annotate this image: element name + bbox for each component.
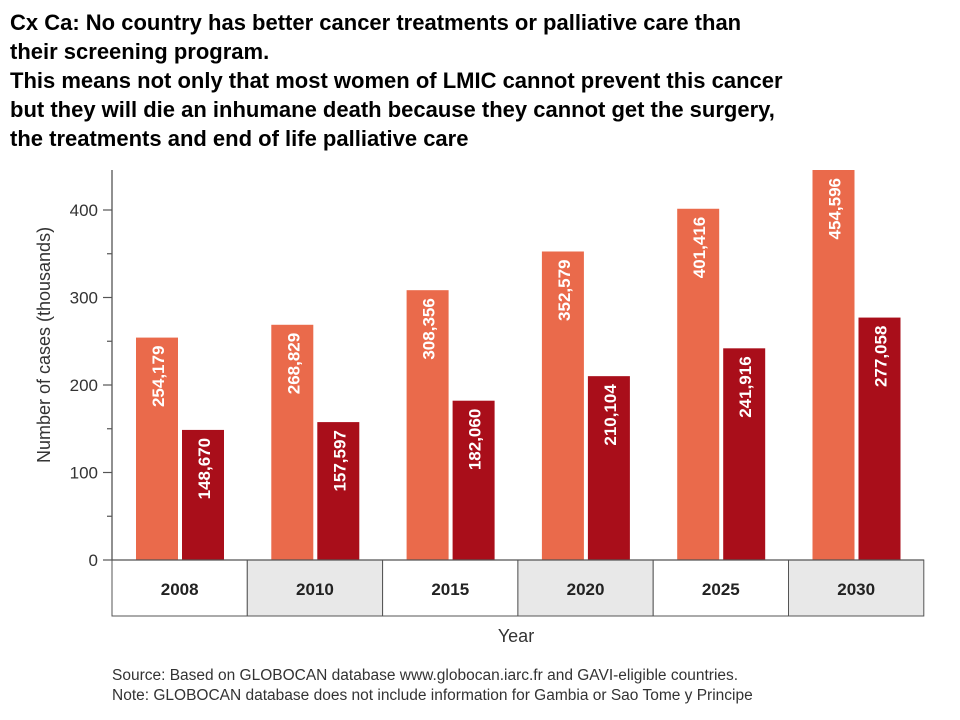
bar-value-label: 277,058 xyxy=(872,326,891,387)
bar-value-label: 157,597 xyxy=(330,430,349,491)
bar xyxy=(182,429,224,560)
bar-value-label: 401,416 xyxy=(690,217,709,278)
chart-notes: Source: Based on GLOBOCAN database www.g… xyxy=(112,666,753,706)
headline-line-1: Cx Ca: No country has better cancer trea… xyxy=(10,10,742,35)
y-tick-label: 100 xyxy=(70,464,98,483)
headline-line-4: but they will die an inhumane death beca… xyxy=(10,97,775,122)
bar-value-label: 454,596 xyxy=(826,178,845,239)
source-note: Source: Based on GLOBOCAN database www.g… xyxy=(112,667,739,684)
x-tick-label: 2010 xyxy=(296,580,334,599)
x-tick-label: 2020 xyxy=(567,580,605,599)
bar xyxy=(136,337,178,560)
bar-value-label: 241,916 xyxy=(736,356,755,417)
slide-headline: Cx Ca: No country has better cancer trea… xyxy=(10,8,955,153)
headline-line-2: their screening program. xyxy=(10,39,270,64)
bar xyxy=(406,290,449,560)
bar xyxy=(541,251,584,560)
y-tick-label: 200 xyxy=(70,376,98,395)
bar xyxy=(812,170,855,560)
bar-value-label: 268,829 xyxy=(284,333,303,394)
y-tick-label: 300 xyxy=(70,289,98,308)
bar-value-label: 148,670 xyxy=(195,438,214,499)
bar xyxy=(317,422,360,560)
bar xyxy=(723,348,766,560)
bar-value-label: 182,060 xyxy=(466,409,485,470)
bar xyxy=(452,400,495,560)
bar-value-label: 308,356 xyxy=(420,298,439,359)
headline-line-3: This means not only that most women of L… xyxy=(10,68,783,93)
year-box xyxy=(111,559,248,617)
x-tick-label: 2030 xyxy=(837,580,875,599)
x-axis-title: Year xyxy=(498,626,534,646)
database-note: Note: GLOBOCAN database does not include… xyxy=(112,687,753,704)
year-box xyxy=(382,559,519,617)
x-tick-label: 2008 xyxy=(161,580,199,599)
bar-value-label: 210,104 xyxy=(601,384,620,446)
bar xyxy=(858,317,901,560)
bar xyxy=(587,376,630,560)
bar xyxy=(677,208,720,561)
y-tick-label: 400 xyxy=(70,201,98,220)
y-axis-title: Number of cases (thousands) xyxy=(34,227,54,463)
bar-value-label: 352,579 xyxy=(555,259,574,320)
year-box xyxy=(517,559,654,617)
bar xyxy=(271,324,314,560)
x-tick-label: 2025 xyxy=(702,580,740,599)
bar-value-label: 254,179 xyxy=(149,346,168,407)
x-tick-label: 2015 xyxy=(431,580,469,599)
year-box xyxy=(652,559,790,617)
y-tick-label: 0 xyxy=(89,551,98,570)
year-box xyxy=(788,559,925,617)
headline-line-5: the treatments and end of life palliativ… xyxy=(10,126,469,151)
